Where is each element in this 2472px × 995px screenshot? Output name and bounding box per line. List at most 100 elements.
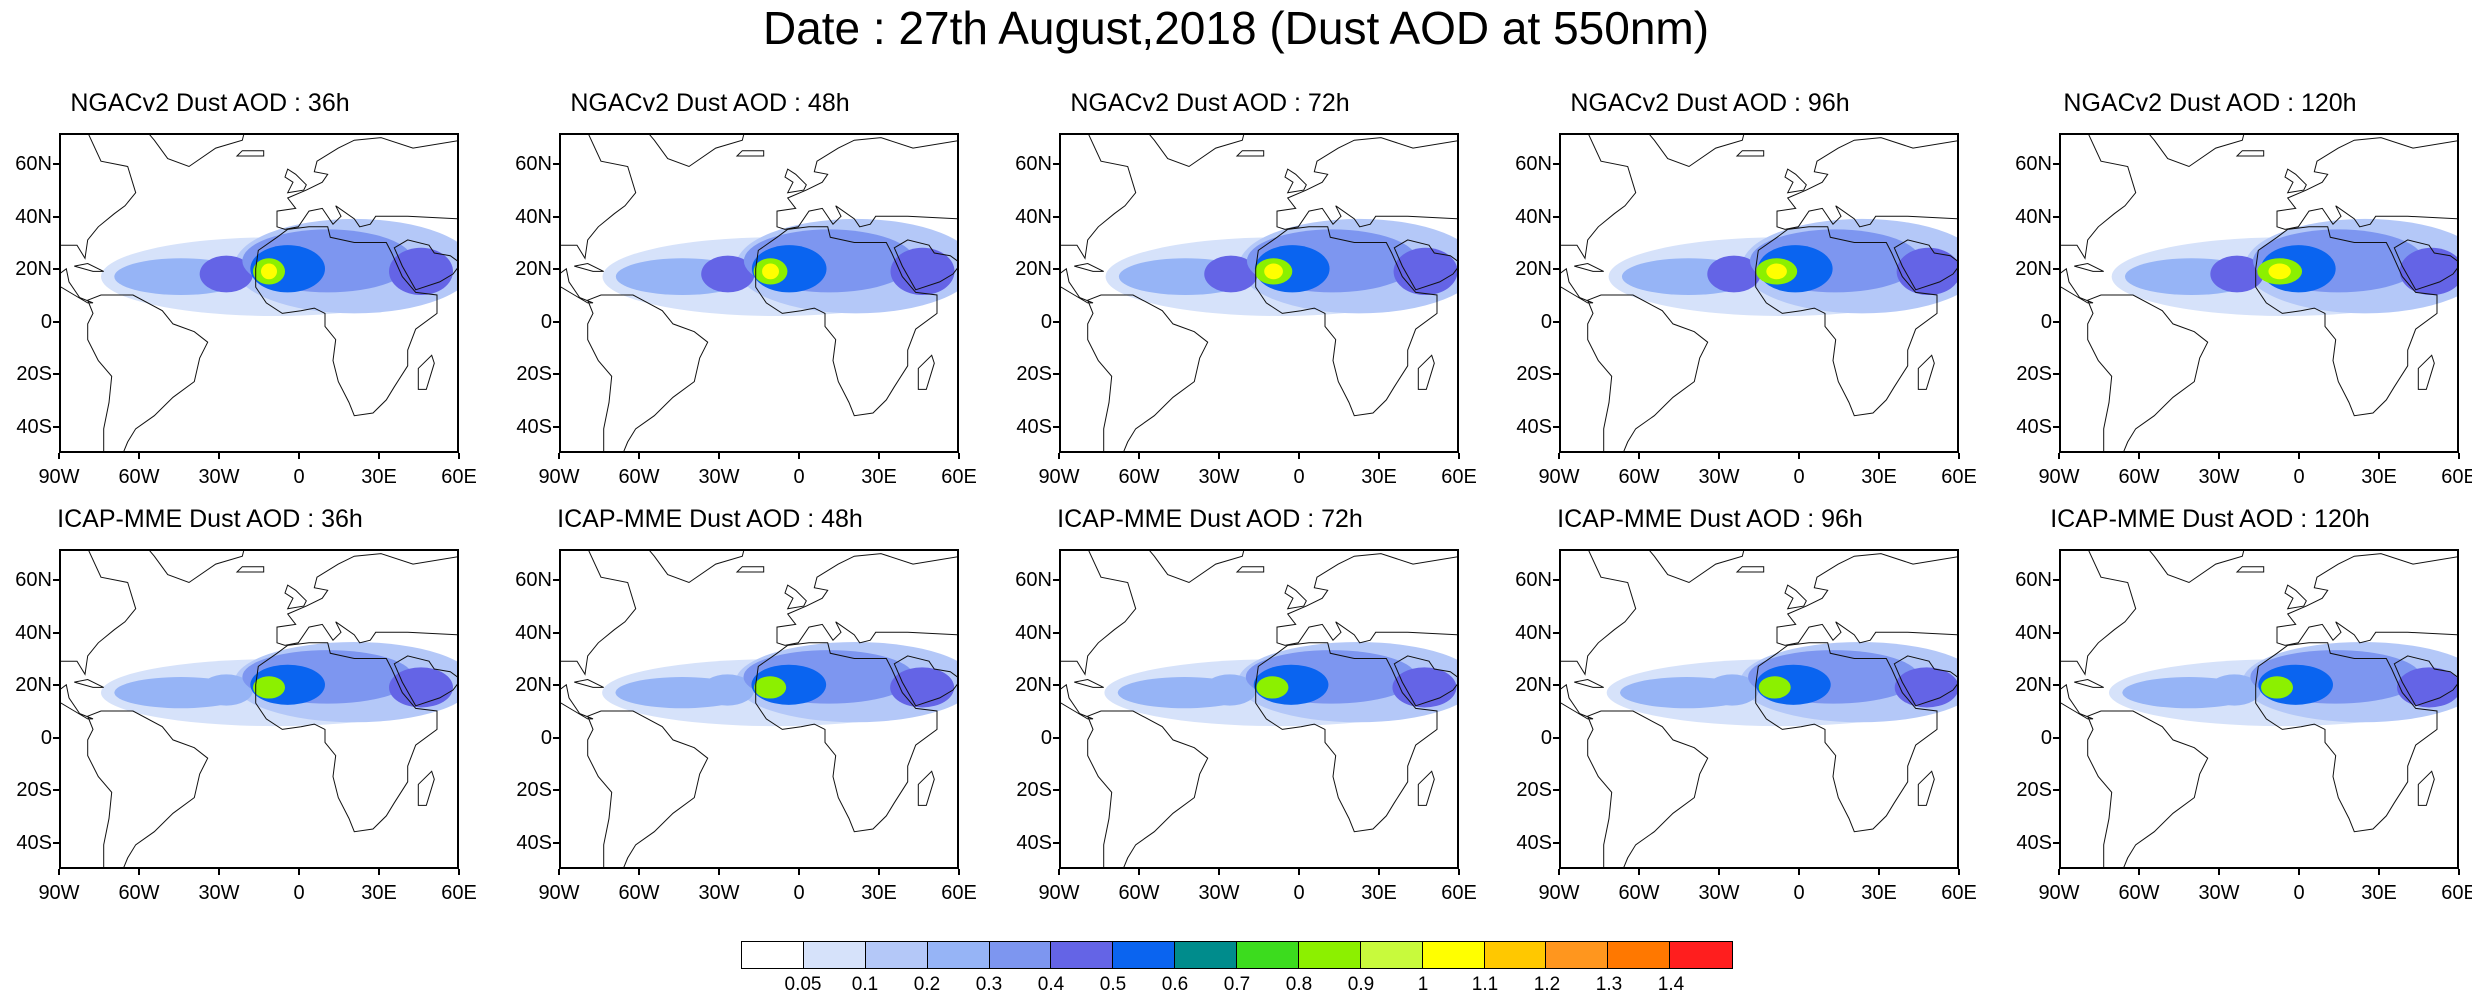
- dust-aod-map: [61, 135, 457, 451]
- lon-tick: [1138, 453, 1140, 459]
- lon-tick: [298, 453, 300, 459]
- panel-title: ICAP-MME Dust AOD : 48h: [557, 505, 863, 533]
- lon-tick-label: 60W: [1618, 882, 1660, 904]
- coastline-europe: [776, 137, 957, 230]
- colorbar-swatch: [1422, 942, 1485, 968]
- lat-tick: [53, 736, 59, 739]
- lon-tick-label: 30E: [2361, 882, 2397, 904]
- lat-tick: [553, 268, 559, 271]
- lon-tick-label: 30W: [698, 466, 740, 488]
- lon-tick-label: 30W: [1698, 882, 1740, 904]
- lon-tick: [958, 869, 960, 875]
- coastline-south-america: [1087, 710, 1209, 867]
- colorbar-swatch: [1670, 942, 1732, 968]
- dust-plume-contour: [2210, 255, 2264, 293]
- lon-tick: [2378, 453, 2380, 459]
- lon-tick-label: 30W: [1198, 466, 1240, 488]
- coastline-europe: [2276, 553, 2457, 646]
- lat-tick: [53, 268, 59, 271]
- lon-tick-label: 30E: [1861, 466, 1897, 488]
- lon-tick: [2138, 453, 2140, 459]
- lon-tick-label: 30E: [361, 882, 397, 904]
- colorbar-swatch: [803, 942, 866, 968]
- lat-tick-label: 20S: [1516, 779, 1552, 802]
- coastline-iceland: [2235, 566, 2265, 573]
- coastline-iceland: [235, 150, 265, 157]
- coastline-africa: [1755, 642, 1938, 833]
- lat-tick: [1553, 841, 1559, 844]
- coastline-greenland: [1649, 135, 1745, 168]
- map-frame: [2059, 133, 2459, 453]
- colorbar-swatch: [742, 942, 804, 968]
- lon-tick: [138, 869, 140, 875]
- coastline-greenland: [1149, 551, 1245, 584]
- coastline-iceland: [735, 566, 765, 573]
- lon-tick-label: 90W: [1538, 466, 1580, 488]
- lon-tick-label: 60E: [441, 882, 477, 904]
- lon-tick-label: 60W: [2118, 882, 2160, 904]
- coastline-madagascar: [1917, 354, 1935, 390]
- lon-tick: [878, 453, 880, 459]
- lon-tick: [458, 869, 460, 875]
- coastline-britain: [1784, 168, 1807, 194]
- lat-tick-label: 20N: [2015, 674, 2052, 697]
- lat-tick-label: 20N: [515, 258, 552, 281]
- lat-tick: [2053, 373, 2059, 376]
- lon-tick-label: 0: [2293, 466, 2305, 488]
- lat-tick: [553, 425, 559, 428]
- coastline-cuba: [74, 262, 104, 272]
- lat-tick: [553, 631, 559, 634]
- lon-tick: [718, 869, 720, 875]
- lon-tick: [2458, 869, 2460, 875]
- lon-tick: [1218, 453, 1220, 459]
- colorbar-label: 0.9: [1347, 974, 1375, 995]
- lon-tick: [1058, 869, 1060, 875]
- lon-tick: [1298, 869, 1300, 875]
- lon-tick-label: 60E: [1441, 466, 1477, 488]
- lon-tick-label: 90W: [2038, 882, 2080, 904]
- panel-title: NGACv2 Dust AOD : 36h: [70, 89, 350, 117]
- coastline-africa: [255, 642, 438, 833]
- panel-title: ICAP-MME Dust AOD : 120h: [2050, 505, 2370, 533]
- lon-tick-label: 60W: [1118, 466, 1160, 488]
- lon-tick-label: 60E: [441, 466, 477, 488]
- lon-tick-label: 0: [293, 882, 305, 904]
- lat-tick-label: 40N: [515, 621, 552, 644]
- dust-plume-contour: [2399, 247, 2457, 295]
- lat-tick: [553, 789, 559, 792]
- dust-plume-contour: [2268, 263, 2291, 280]
- lat-tick: [553, 736, 559, 739]
- coastline-arabia: [1893, 239, 1957, 291]
- coastline-arabia: [893, 655, 957, 707]
- coastline-arabia: [2393, 239, 2457, 291]
- lon-tick: [1298, 453, 1300, 459]
- colorbar-swatch: [1051, 942, 1114, 968]
- lon-tick-label: 60E: [1941, 882, 1977, 904]
- lon-tick: [878, 869, 880, 875]
- coastline-greenland: [1649, 551, 1745, 584]
- lon-tick-label: 60E: [941, 882, 977, 904]
- lat-tick-label: 60N: [1015, 153, 1052, 176]
- lat-tick-label: 20S: [516, 779, 552, 802]
- colorbar-label: 0.4: [1037, 974, 1065, 995]
- lon-tick-label: 30W: [2198, 466, 2240, 488]
- coastline-africa: [1255, 226, 1438, 417]
- lat-tick: [1553, 320, 1559, 323]
- coastline-cuba: [1074, 262, 1104, 272]
- lon-tick-label: 60E: [1441, 882, 1477, 904]
- coastline-iceland: [1235, 150, 1265, 157]
- lat-tick-label: 60N: [15, 153, 52, 176]
- lat-tick: [1553, 684, 1559, 687]
- lat-tick-label: 0: [1540, 726, 1552, 749]
- colorbar-label: 0.7: [1223, 974, 1251, 995]
- lat-tick: [2053, 268, 2059, 271]
- lat-tick-label: 40S: [2016, 415, 2052, 438]
- coastline-arabia: [2393, 655, 2457, 707]
- lon-tick-label: 90W: [38, 882, 80, 904]
- dust-aod-map: [1561, 551, 1957, 867]
- lon-tick-label: 30W: [1698, 466, 1740, 488]
- coastline-europe: [2276, 137, 2457, 230]
- coastline-africa: [255, 226, 438, 417]
- lat-tick-label: 0: [2040, 726, 2052, 749]
- lon-tick: [1218, 869, 1220, 875]
